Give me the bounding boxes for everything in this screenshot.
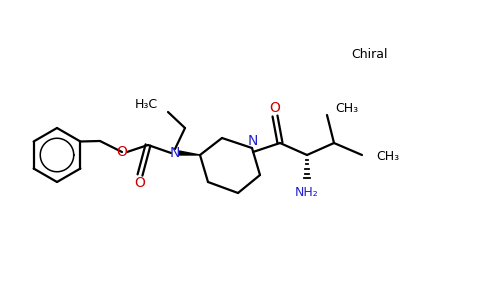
Text: N: N: [170, 146, 180, 160]
Polygon shape: [179, 151, 200, 155]
Text: N: N: [248, 134, 258, 148]
Text: O: O: [117, 145, 127, 159]
Text: CH₃: CH₃: [335, 101, 358, 115]
Text: O: O: [135, 176, 145, 190]
Text: H₃C: H₃C: [135, 98, 158, 112]
Text: O: O: [270, 101, 280, 115]
Text: Chiral: Chiral: [352, 49, 388, 62]
Text: NH₂: NH₂: [295, 187, 319, 200]
Text: CH₃: CH₃: [376, 151, 399, 164]
